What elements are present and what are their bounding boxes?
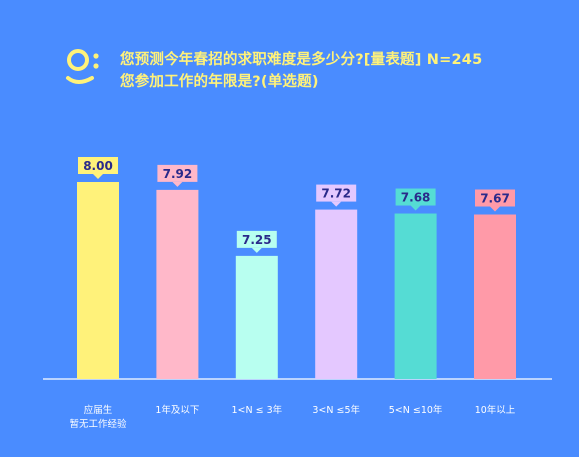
data-label-text: 7.72 [321,187,351,201]
data-label: 7.68 [395,188,436,211]
data-label-pointer [93,174,103,179]
x-tick-label: 应届生 [84,404,113,416]
data-label: 8.00 [78,157,118,179]
data-label-box [236,230,277,248]
data-label-pointer [410,205,421,211]
chart-subtitle: 您参加工作的年限是?(单选题) [120,74,319,90]
data-label-box [316,184,357,202]
x-tick-label: 1<N ≤ 3年 [231,404,282,416]
bar [77,182,119,379]
data-label-text: 7.25 [242,233,272,247]
data-label-pointer [172,181,183,187]
data-label: 7.92 [157,164,198,187]
data-label-box [78,157,118,174]
data-label: 7.72 [316,184,357,207]
data-label-pointer [251,247,262,253]
x-tick-label: 10年以上 [475,404,516,416]
data-label-text: 7.92 [163,167,193,181]
chart-title: 您预测今年春招的求职难度是多少分?[量表题] N=245 [120,52,483,68]
bar [315,209,358,379]
data-label-box [395,188,436,206]
x-tick-label: 暂无工作经验 [69,418,127,430]
data-label: 7.67 [475,189,515,212]
x-tick-label: 5<N ≤10年 [389,404,443,416]
brand-logo-icon [66,49,99,84]
data-label-text: 7.68 [401,191,431,205]
data-label-text: 8.00 [83,159,113,173]
data-label-pointer [331,201,342,207]
bar [156,189,199,379]
x-tick-label: 3<N ≤5年 [312,404,360,416]
data-label-box [475,189,515,207]
data-label-pointer [490,206,500,212]
data-label: 7.25 [236,230,277,253]
bar [235,255,278,379]
bar [394,213,437,379]
bar [474,214,516,379]
x-tick-label: 1年及以下 [155,404,199,416]
data-label-box [157,164,198,182]
data-label-text: 7.67 [480,192,510,206]
